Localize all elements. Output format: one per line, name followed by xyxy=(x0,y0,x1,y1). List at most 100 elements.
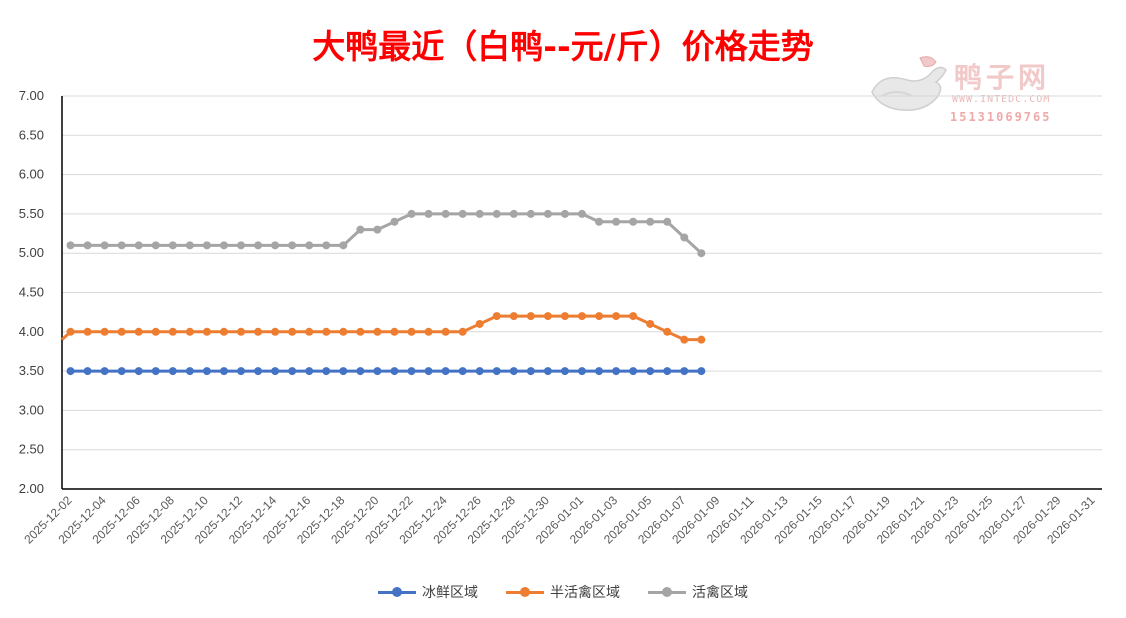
data-point xyxy=(288,241,297,250)
data-point xyxy=(560,312,569,321)
series-0 xyxy=(66,367,706,376)
series-1 xyxy=(60,312,706,344)
legend-label: 冰鲜区域 xyxy=(422,585,478,601)
data-point xyxy=(390,327,399,336)
data-point xyxy=(629,367,638,376)
data-point xyxy=(509,367,518,376)
data-point xyxy=(237,367,246,376)
data-point xyxy=(663,367,672,376)
data-point xyxy=(168,327,177,336)
data-point xyxy=(492,312,501,321)
data-point xyxy=(322,327,331,336)
data-point xyxy=(458,327,467,336)
data-point xyxy=(202,367,211,376)
y-tick-label: 2.50 xyxy=(19,442,44,457)
data-point xyxy=(407,327,416,336)
data-point xyxy=(288,327,297,336)
data-point xyxy=(424,367,433,376)
chart-title: 大鸭最近（白鸭--元/斤）价格走势 xyxy=(312,27,814,66)
legend-item: 半活禽区域 xyxy=(506,582,620,602)
y-tick-label: 5.50 xyxy=(19,206,44,221)
data-point xyxy=(475,319,484,328)
data-point xyxy=(680,367,689,376)
data-point xyxy=(237,327,246,336)
data-point xyxy=(83,367,92,376)
grid-lines xyxy=(62,95,1102,451)
data-point xyxy=(680,233,689,242)
data-point xyxy=(509,312,518,321)
data-point xyxy=(441,327,450,336)
data-point xyxy=(219,241,228,250)
series-group xyxy=(60,209,706,376)
data-point xyxy=(492,367,501,376)
y-tick-label: 4.00 xyxy=(19,324,44,339)
data-point xyxy=(595,367,604,376)
data-point xyxy=(322,241,331,250)
data-point xyxy=(390,367,399,376)
data-point xyxy=(202,241,211,250)
data-point xyxy=(254,367,263,376)
data-point xyxy=(100,327,109,336)
watermark-phone: 15131069765 xyxy=(950,110,1052,124)
data-point xyxy=(578,312,586,321)
data-point xyxy=(134,327,143,336)
data-point xyxy=(339,241,348,250)
data-point xyxy=(83,241,92,250)
data-point xyxy=(543,367,552,376)
data-point xyxy=(305,241,314,250)
y-axis-ticks: 7.00 6.50 6.00 5.50 5.00 4.50 4.00 3.50 3.00 2.50… xyxy=(19,88,44,496)
data-point xyxy=(219,327,228,336)
data-point xyxy=(458,367,467,376)
data-point xyxy=(646,319,655,328)
data-point xyxy=(339,327,348,336)
legend-swatch xyxy=(506,586,544,598)
data-point xyxy=(543,209,552,218)
data-point xyxy=(492,209,501,218)
data-point xyxy=(66,367,75,376)
data-point xyxy=(629,312,638,321)
data-point xyxy=(168,367,177,376)
duck-logo-icon xyxy=(871,56,947,111)
data-point xyxy=(373,367,382,376)
data-point xyxy=(646,367,655,376)
data-point xyxy=(407,367,416,376)
legend-label: 活禽区域 xyxy=(692,585,748,601)
y-tick-label: 5.00 xyxy=(19,245,44,260)
data-point xyxy=(526,209,535,218)
data-point xyxy=(373,225,382,234)
data-point xyxy=(254,327,263,336)
legend-item: 活禽区域 xyxy=(648,582,748,602)
series-line xyxy=(60,314,702,342)
data-point xyxy=(151,327,160,336)
data-point xyxy=(134,241,143,250)
watermark-logo: 鸭子网 WWW.INTEDC.COM 15131069765 xyxy=(862,52,1102,128)
data-point xyxy=(543,312,552,321)
data-point xyxy=(509,209,518,218)
data-point xyxy=(441,367,450,376)
data-point xyxy=(305,367,314,376)
data-point xyxy=(254,241,263,250)
chart-legend: 冰鲜区域 半活禽区域 活禽区域 xyxy=(0,582,1126,602)
series-line xyxy=(70,212,703,255)
data-point xyxy=(629,217,638,226)
legend-item: 冰鲜区域 xyxy=(378,582,478,602)
data-point xyxy=(578,209,586,218)
data-point xyxy=(526,312,535,321)
data-point xyxy=(237,241,246,250)
data-point xyxy=(612,217,621,226)
y-tick-label: 3.50 xyxy=(19,363,44,378)
data-point xyxy=(117,327,126,336)
data-point xyxy=(526,367,535,376)
data-point xyxy=(560,209,569,218)
data-point xyxy=(202,327,211,336)
data-point xyxy=(271,367,280,376)
data-point xyxy=(595,312,604,321)
data-point xyxy=(271,327,280,336)
data-point xyxy=(595,217,604,226)
y-tick-label: 2.00 xyxy=(19,481,44,496)
y-tick-label: 7.00 xyxy=(19,88,44,103)
data-point xyxy=(612,367,621,376)
data-point xyxy=(663,217,672,226)
legend-swatch xyxy=(648,586,686,598)
